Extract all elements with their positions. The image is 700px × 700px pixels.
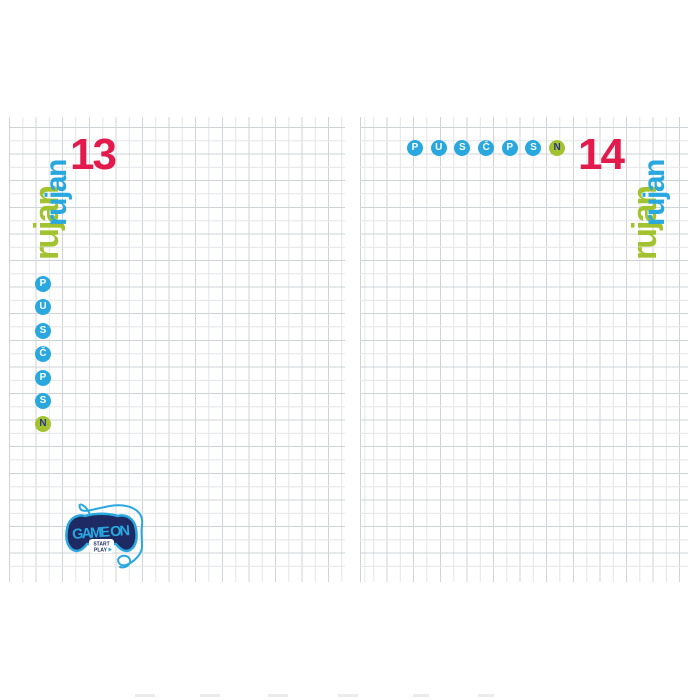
gamepad-logo: GAME ON START PLAY <box>65 503 144 569</box>
day-number-right: 14 <box>578 130 625 179</box>
page-left <box>9 117 345 582</box>
logo-label-plate <box>89 539 114 553</box>
weekday-initial: U <box>430 140 447 156</box>
weekday-initial: S <box>454 140 471 156</box>
weekday-initial: Č <box>35 346 51 363</box>
weekday-initials-column-left: P U S Č P S N <box>35 276 51 433</box>
weekday-initial: S <box>525 140 542 156</box>
weekday-initial: U <box>35 299 51 316</box>
weekday-initial: S <box>35 392 51 409</box>
page-edge-mark <box>478 694 494 697</box>
weekday-initial: S <box>35 322 51 339</box>
gamepad-icon <box>65 512 138 553</box>
weekday-initial-sunday: N <box>549 140 566 156</box>
page-edge-mark <box>338 694 358 697</box>
weekday-initial: P <box>501 140 518 156</box>
page-edge-mark <box>413 694 429 697</box>
play-triangle-icon <box>108 547 112 552</box>
page-edge-mark <box>268 694 288 697</box>
month-label-blue-right: rujan <box>638 160 671 226</box>
grid-horizontal-lines <box>360 127 688 573</box>
logo-subtitle-play: PLAY <box>94 548 108 554</box>
weekday-initial: P <box>35 276 51 292</box>
weekday-initial: Č <box>478 140 495 156</box>
weekday-initial-sunday: N <box>35 416 51 433</box>
page-edge-mark <box>135 694 155 697</box>
weekday-initials-row-right: P U S Č P S N <box>407 140 566 156</box>
logo-title: GAME ON <box>72 523 131 543</box>
logo-subtitle-start: START <box>93 542 109 548</box>
weekday-initial: P <box>407 140 423 156</box>
weekday-initial: P <box>35 369 51 386</box>
page-edge-mark <box>200 694 220 697</box>
page-right <box>360 117 688 582</box>
day-number-left: 13 <box>70 130 117 179</box>
cord-doodle <box>78 503 144 569</box>
grid-horizontal-lines <box>9 127 345 573</box>
month-label-blue-left: rujan <box>40 160 73 226</box>
